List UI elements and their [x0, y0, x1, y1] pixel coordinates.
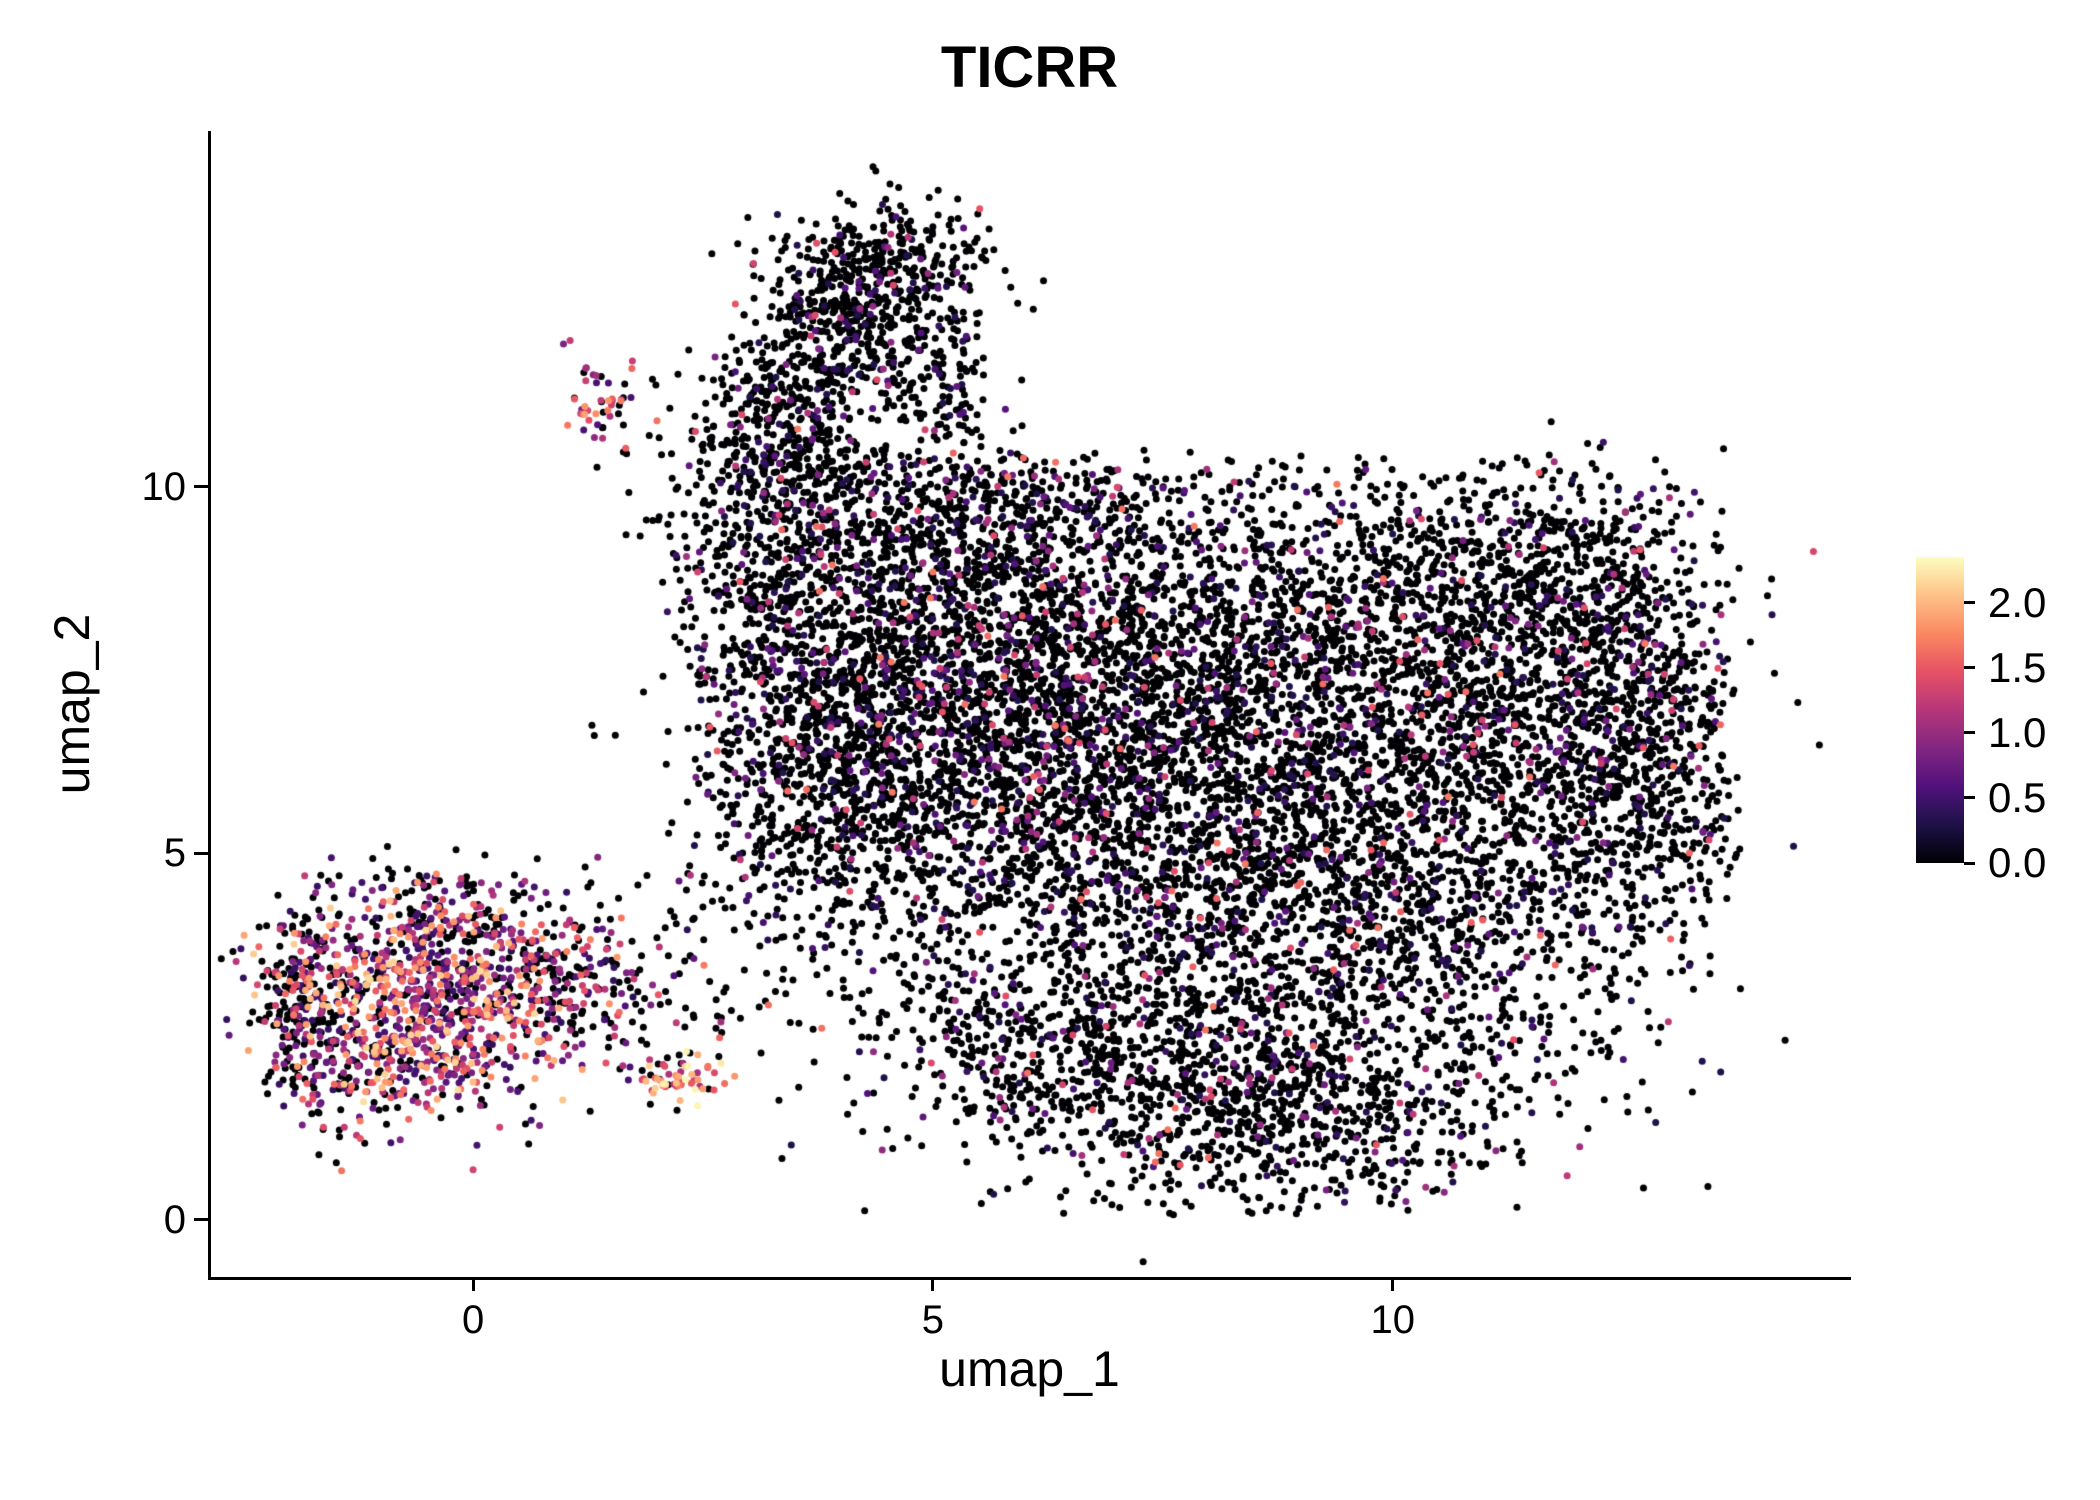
x-axis-line	[208, 1277, 1851, 1280]
x-tick-label: 5	[921, 1298, 945, 1342]
colorbar-tick-mark	[1964, 731, 1975, 735]
x-tick-label: 0	[461, 1298, 485, 1342]
y-tick-mark	[194, 851, 208, 855]
x-tick-mark	[471, 1277, 475, 1291]
colorbar-tick-label: 1.5	[1988, 643, 2047, 691]
y-tick-label: 5	[163, 831, 186, 876]
colorbar-tick-mark	[1964, 666, 1975, 670]
x-tick-label: 10	[1370, 1298, 1416, 1342]
colorbar-tick-mark	[1964, 796, 1975, 800]
y-axis-line	[208, 131, 211, 1280]
x-tick-mark	[931, 1277, 935, 1291]
colorbar-tick-mark	[1964, 601, 1975, 605]
x-tick-mark	[1391, 1277, 1395, 1291]
y-tick-mark	[194, 1218, 208, 1222]
colorbar-tick-label: 0.0	[1988, 839, 2047, 886]
plot-title: TICRR	[940, 35, 1119, 100]
x-axis-title: umap_1	[939, 1341, 1120, 1397]
colorbar-tick-mark	[1964, 861, 1975, 865]
y-tick-label: 10	[141, 464, 187, 509]
colorbar-tick-label: 0.5	[1988, 773, 2047, 821]
colorbar-tick-label: 2.0	[1988, 578, 2047, 626]
y-tick-mark	[194, 485, 208, 489]
y-tick-label: 0	[163, 1197, 186, 1242]
scatter-canvas	[211, 131, 1848, 1277]
colorbar-tick-label: 1.0	[1988, 708, 2047, 756]
colorbar-gradient	[1916, 557, 1964, 863]
